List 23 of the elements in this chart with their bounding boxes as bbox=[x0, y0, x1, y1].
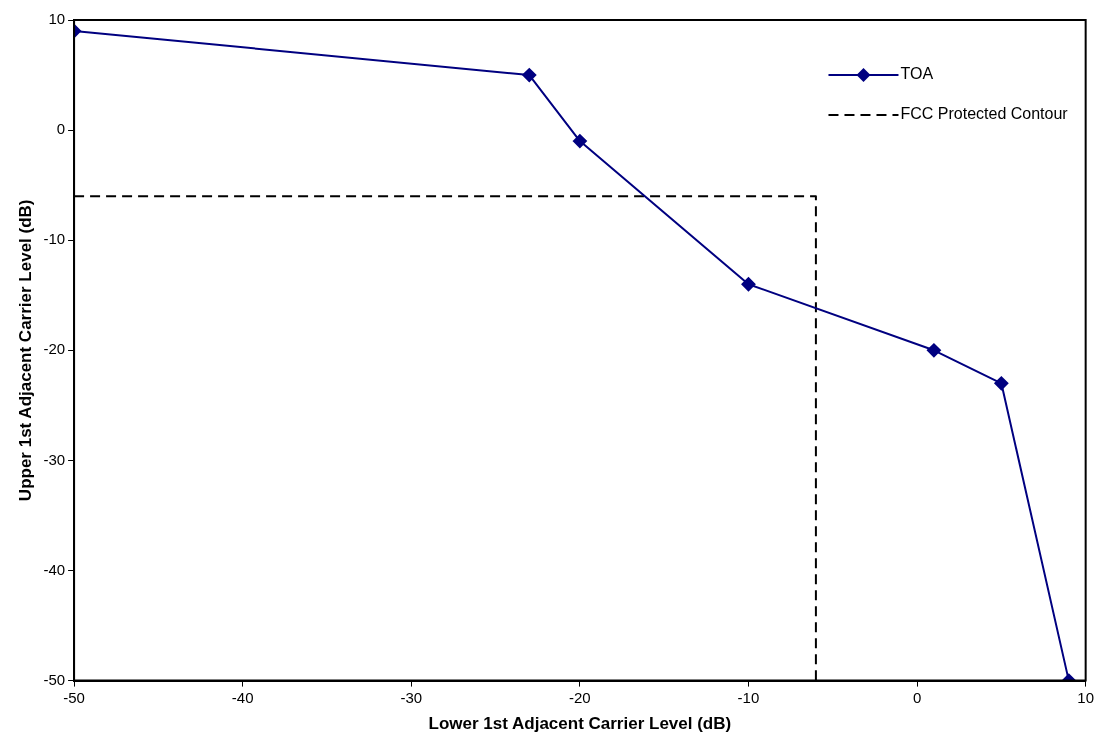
point bbox=[572, 134, 587, 149]
x-tick-label: -50 bbox=[63, 688, 85, 706]
x-tick-label: -20 bbox=[569, 688, 591, 706]
point bbox=[522, 68, 537, 83]
y-tick-label: -10 bbox=[43, 230, 66, 248]
x-axis-title: Lower 1st Adjacent Carrier Level (dB) bbox=[428, 714, 732, 734]
x-tick-label: 0 bbox=[912, 688, 922, 706]
x-tick-label: -30 bbox=[400, 688, 423, 706]
y-axis-title: Upper 1st Adjacent Carrier Level (dB) bbox=[15, 199, 35, 502]
point bbox=[994, 376, 1009, 391]
y-tick-label: 10 bbox=[48, 10, 66, 28]
x-tick-label: 10 bbox=[1077, 688, 1094, 706]
y-tick-label: 0 bbox=[56, 120, 66, 138]
legend-label: TOA bbox=[900, 65, 934, 83]
point bbox=[741, 277, 756, 292]
y-tick-label: -40 bbox=[43, 560, 66, 578]
x-tick-label: -10 bbox=[737, 688, 760, 706]
x-tick-label: -40 bbox=[231, 688, 254, 706]
y-tick-label: -20 bbox=[43, 340, 66, 358]
legend-label: FCC Protected Contour bbox=[900, 105, 1069, 123]
y-tick-label: -30 bbox=[43, 450, 66, 468]
y-tick-label: -50 bbox=[43, 670, 66, 688]
point bbox=[926, 343, 941, 358]
